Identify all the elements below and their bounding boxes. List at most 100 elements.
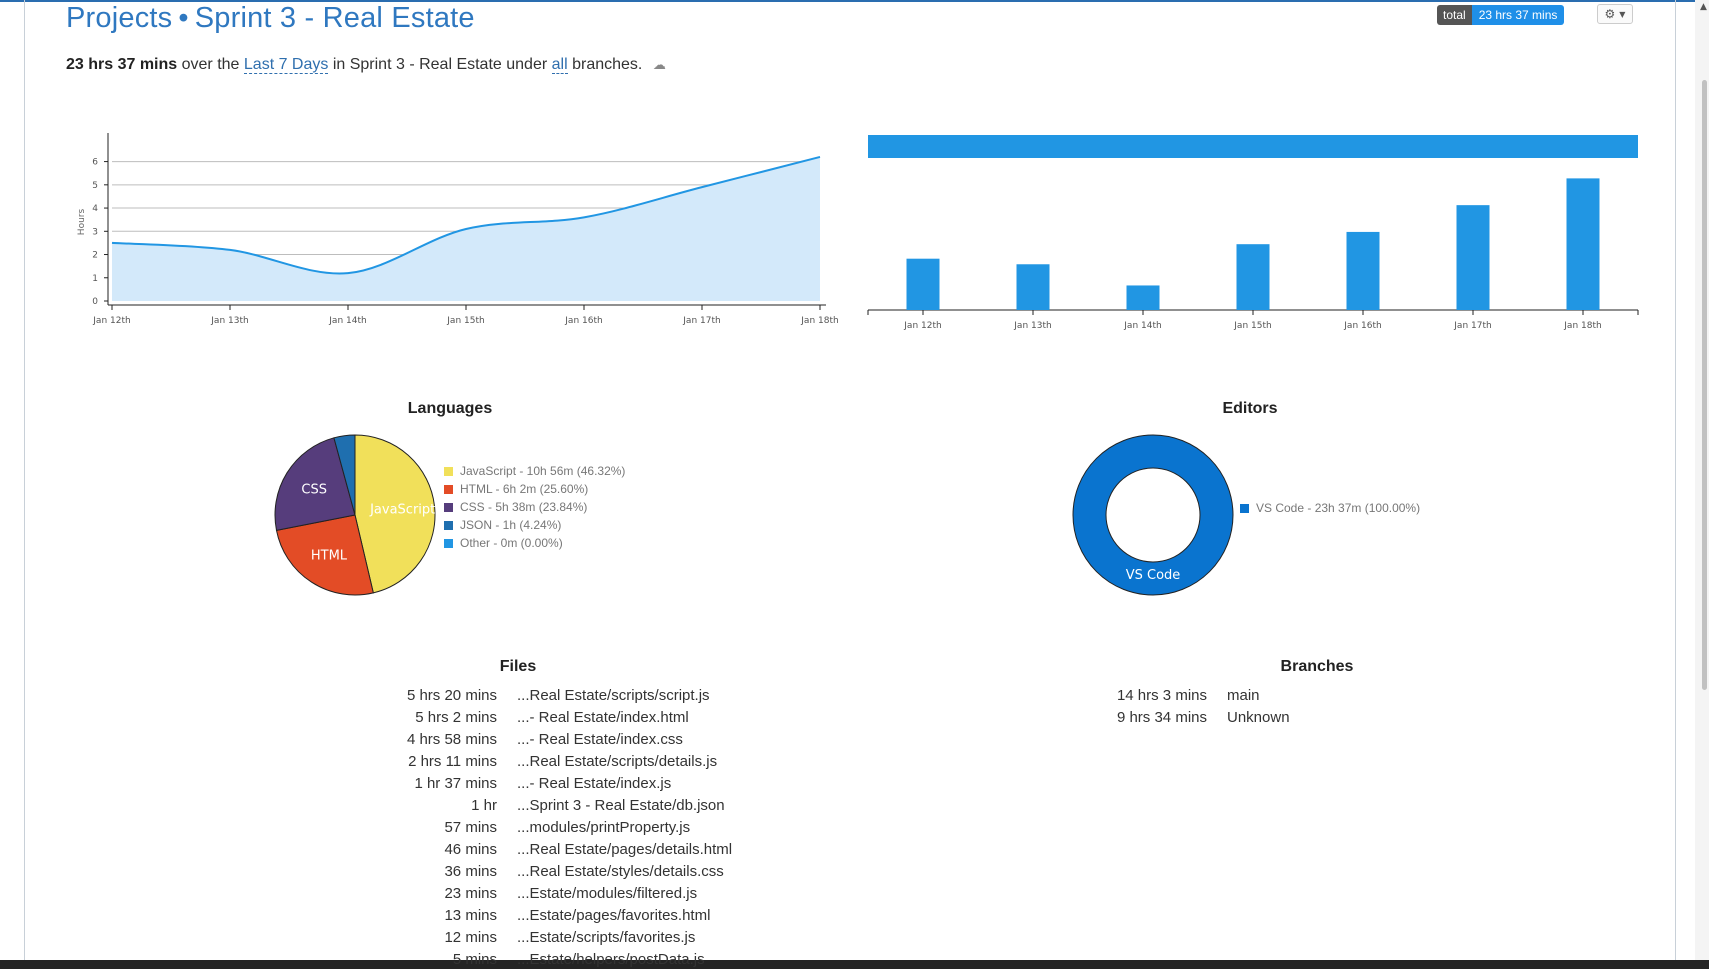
x-tick-label: Jan 12th <box>903 321 941 331</box>
file-row[interactable]: 36 mins ...Real Estate/styles/details.css <box>322 860 732 882</box>
file-row-name[interactable]: ...Real Estate/scripts/script.js <box>517 686 710 704</box>
legend-item[interactable]: VS Code - 23h 37m (100.00%) <box>1240 499 1420 517</box>
legend-swatch <box>444 520 453 530</box>
file-row-name[interactable]: ...Estate/scripts/favorites.js <box>517 928 696 946</box>
x-tick-label: Jan 15th <box>446 316 484 326</box>
file-row-duration: 4 hrs 58 mins <box>406 730 497 748</box>
file-row[interactable]: 46 mins ...Real Estate/pages/details.html <box>322 838 732 860</box>
taskbar-strip <box>0 960 1709 969</box>
file-row-name[interactable]: ...Real Estate/scripts/details.js <box>517 752 718 770</box>
file-row[interactable]: 5 hrs 20 mins ...Real Estate/scripts/scri… <box>322 684 732 706</box>
slice-json[interactable] <box>333 434 356 516</box>
top-accent-line <box>0 0 1709 2</box>
x-tick-label: Jan 14th <box>1123 321 1161 331</box>
series-line <box>111 155 821 275</box>
slice-javascript[interactable] <box>354 434 436 594</box>
y-tick-label: 3 <box>92 227 98 237</box>
page-title: Projects • Sprint 3 - Real Estate <box>66 2 475 35</box>
slice-html[interactable] <box>275 514 374 596</box>
legend-item[interactable]: CSS - 5h 38m (23.84%) <box>444 498 625 516</box>
file-row[interactable]: 13 mins ...Estate/pages/favorites.html <box>322 904 732 926</box>
file-row-name[interactable]: ...- Real Estate/index.css <box>517 730 683 748</box>
file-row[interactable]: 23 mins ...Estate/modules/filtered.js <box>322 882 732 904</box>
legend-label: JSON - 1h (4.24%) <box>460 518 562 532</box>
x-tick-label: Jan 17th <box>682 316 720 326</box>
bar[interactable] <box>906 258 940 310</box>
settings-dropdown-button[interactable]: ⚙ ▼ <box>1597 4 1633 24</box>
y-tick-label: 6 <box>92 158 98 168</box>
scrollbar-thumb[interactable] <box>1702 80 1707 690</box>
x-tick-label: Jan 17th <box>1453 321 1491 331</box>
slice-label: JavaScript <box>369 502 435 517</box>
file-row[interactable]: 4 hrs 58 mins ...- Real Estate/index.css <box>322 728 732 750</box>
date-range-link[interactable]: Last 7 Days <box>243 56 329 74</box>
x-tick-label: Jan 15th <box>1233 321 1271 331</box>
title-separator: • <box>178 2 189 34</box>
bar[interactable] <box>1346 231 1380 310</box>
branches-filter-link[interactable]: all <box>551 56 568 74</box>
legend-label: JavaScript - 10h 56m (46.32%) <box>460 464 626 478</box>
branch-row-name[interactable]: main <box>1227 686 1260 704</box>
bar[interactable] <box>1236 244 1270 310</box>
legend-item[interactable]: Other - 0m (0.00%) <box>444 534 625 552</box>
bar[interactable] <box>1126 285 1160 310</box>
coding-activity-line-chart: 0 1 2 3 4 5 6 Jan 12th Jan 13th Jan 14th Jan 15th J… <box>77 133 839 326</box>
file-row[interactable]: 5 mins ...Estate/helpers/postData.js <box>322 948 732 970</box>
slice-css[interactable] <box>274 437 356 531</box>
projects-link[interactable]: Projects <box>66 2 173 34</box>
file-row[interactable]: 2 hrs 11 mins ...Real Estate/scripts/deta… <box>322 750 732 772</box>
languages-title: Languages <box>407 400 493 417</box>
file-row-name[interactable]: ...Estate/helpers/postData.js <box>517 950 705 968</box>
file-row-name[interactable]: ...- Real Estate/index.html <box>517 708 689 726</box>
slice-label: VS Code <box>1126 568 1181 583</box>
file-row[interactable]: 5 hrs 2 mins ...- Real Estate/index.html <box>322 706 732 728</box>
x-tick-label: Jan 16th <box>1343 321 1381 331</box>
file-row-duration: 1 hr <box>471 796 497 814</box>
bar[interactable] <box>1566 178 1600 310</box>
legend-label: Other - 0m (0.00%) <box>460 536 563 550</box>
editors-title: Editors <box>1222 400 1278 417</box>
file-row-duration: 2 hrs 11 mins <box>408 752 497 770</box>
slice-label: HTML <box>311 548 348 563</box>
branch-row[interactable]: 14 hrs 3 mins main <box>1057 684 1290 706</box>
file-row[interactable]: 57 mins ...modules/printProperty.js <box>322 816 732 838</box>
file-row-name[interactable]: ...Real Estate/pages/details.html <box>517 840 733 858</box>
file-row-name[interactable]: ...Estate/modules/filtered.js <box>517 884 698 902</box>
file-row-name[interactable]: ...Sprint 3 - Real Estate/db.json <box>517 796 725 814</box>
scroll-up-arrow-icon[interactable]: ▲ <box>1700 2 1707 12</box>
file-row[interactable]: 1 hr 37 mins ...- Real Estate/index.js <box>322 772 732 794</box>
x-tick-label: Jan 18th <box>1563 321 1601 331</box>
file-row-duration: 23 mins <box>444 884 497 902</box>
legend-label: HTML - 6h 2m (25.60%) <box>460 482 589 496</box>
bar[interactable] <box>1456 205 1490 310</box>
file-row-duration: 5 hrs 20 mins <box>406 686 497 704</box>
branch-row-duration: 9 hrs 34 mins <box>1116 708 1207 726</box>
file-row-duration: 5 mins <box>452 950 497 968</box>
cloud-download-icon[interactable]: ☁ <box>652 57 666 72</box>
languages-legend: JavaScript - 10h 56m (46.32%) HTML - 6h 2… <box>444 462 625 552</box>
y-tick-label: 1 <box>92 274 98 284</box>
legend-item[interactable]: JSON - 1h (4.24%) <box>444 516 625 534</box>
file-row-name[interactable]: ...- Real Estate/index.js <box>517 774 672 792</box>
legend-swatch <box>444 538 453 548</box>
legend-item[interactable]: HTML - 6h 2m (25.60%) <box>444 480 625 498</box>
file-row-name[interactable]: ...Estate/pages/favorites.html <box>517 906 711 924</box>
file-row-duration: 12 mins <box>444 928 497 946</box>
file-row-name[interactable]: ...Real Estate/styles/details.css <box>517 862 724 880</box>
file-row-name[interactable]: ...modules/printProperty.js <box>517 818 691 836</box>
legend-item[interactable]: JavaScript - 10h 56m (46.32%) <box>444 462 625 480</box>
file-row[interactable]: 12 mins ...Estate/scripts/favorites.js <box>322 926 732 948</box>
branch-row[interactable]: 9 hrs 34 mins Unknown <box>1057 706 1290 728</box>
legend-bar <box>868 135 1638 158</box>
bar[interactable] <box>1016 264 1050 310</box>
content-left-border <box>24 0 25 969</box>
editors-donut-chart: VS Code <box>1072 434 1234 596</box>
total-badge: total 23 hrs 37 mins <box>1437 5 1565 25</box>
branch-row-name[interactable]: Unknown <box>1227 708 1290 726</box>
total-badge-value: 23 hrs 37 mins <box>1471 5 1565 25</box>
summary-duration: 23 hrs 37 mins <box>66 56 178 73</box>
file-row[interactable]: 1 hr ...Sprint 3 - Real Estate/db.json <box>322 794 732 816</box>
file-row-duration: 13 mins <box>444 906 497 924</box>
branches-list: 14 hrs 3 mins main 9 hrs 34 mins Unknown <box>1057 684 1290 728</box>
content-right-border <box>1675 0 1676 969</box>
